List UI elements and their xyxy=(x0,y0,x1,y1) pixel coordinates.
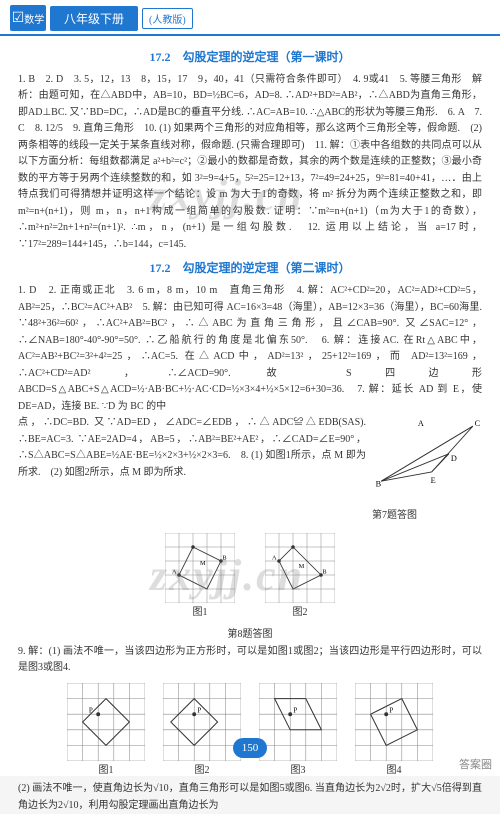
check-icon: ☑ xyxy=(12,10,25,27)
figure-9-1-caption: 图1 xyxy=(67,763,145,780)
svg-text:M: M xyxy=(200,560,206,567)
lbl-C: C xyxy=(475,419,481,428)
page-number: 150 xyxy=(233,738,267,758)
figure-9-3: P 图3 xyxy=(259,683,337,780)
figure-7: B C A D E 第7题答图 xyxy=(372,417,482,525)
lbl-E: E xyxy=(431,476,436,485)
header-rule xyxy=(0,34,500,36)
figure-8-2: A M B 图2 xyxy=(265,533,335,622)
svg-text:B: B xyxy=(322,568,326,575)
svg-text:B: B xyxy=(222,554,226,561)
page-content: 17.2 勾股定理的逆定理（第一课时） 1. B 2. D 3. 5，12，13… xyxy=(0,36,500,814)
svg-text:P: P xyxy=(293,706,297,714)
figure-9-4-caption: 图4 xyxy=(355,763,433,780)
figure-7-caption: 第7题答图 xyxy=(372,508,482,525)
lbl-B: B xyxy=(376,480,382,489)
svg-text:P: P xyxy=(197,706,201,714)
svg-text:A: A xyxy=(172,568,177,575)
page-header: ☑ 数学 八年级下册 (人教版) xyxy=(0,0,500,36)
lbl-D: D xyxy=(451,454,457,463)
figure-8-caption: 第8题答图 xyxy=(18,627,482,644)
section-2-body-3: 9. 解：(1) 画法不唯一，当该四边形为正方形时，可以是如图1或图2；当该四边… xyxy=(18,644,482,677)
edition-label: (人教版) xyxy=(142,8,193,29)
figure-9-3-caption: 图3 xyxy=(259,763,337,780)
grade-label: 八年级下册 xyxy=(50,6,138,31)
figure-8-1-caption: 图1 xyxy=(165,605,235,622)
lbl-A: A xyxy=(418,419,424,428)
section-1-body: 1. B 2. D 3. 5，12，13 8，15，17 9，40，41（只需符… xyxy=(18,72,482,254)
svg-text:P: P xyxy=(89,706,93,714)
figure-8-2-caption: 图2 xyxy=(265,605,335,622)
figure-9-1: P 图1 xyxy=(67,683,145,780)
figure-8-row: A M B 图1 A M B xyxy=(18,533,482,622)
svg-text:A: A xyxy=(272,554,277,561)
svg-text:M: M xyxy=(299,563,305,570)
figure-9-2: P 图2 xyxy=(163,683,241,780)
section-2-body-4: (2) 画法不唯一，使直角边长为√10，直角三角形可以是如图5或图6. 当直角边… xyxy=(18,781,482,814)
subject-logo: ☑ 数学 xyxy=(10,5,46,31)
footer-mark: 答案圈 xyxy=(459,756,492,772)
section-2-body-1: 1. D 2. 正南或正北 3. 6 m，8 m，10 m 直角三角形 4. 解… xyxy=(18,283,482,415)
figure-8-1: A M B 图1 xyxy=(165,533,235,622)
subject-text: 数学 xyxy=(24,11,44,26)
svg-text:P: P xyxy=(389,706,393,714)
section-title-1: 17.2 勾股定理的逆定理（第一课时） xyxy=(18,48,482,68)
section-title-2: 17.2 勾股定理的逆定理（第二课时） xyxy=(18,259,482,279)
figure-9-row: P 图1 P xyxy=(18,683,482,780)
figure-9-4: P 图4 xyxy=(355,683,433,780)
figure-9-2-caption: 图2 xyxy=(163,763,241,780)
